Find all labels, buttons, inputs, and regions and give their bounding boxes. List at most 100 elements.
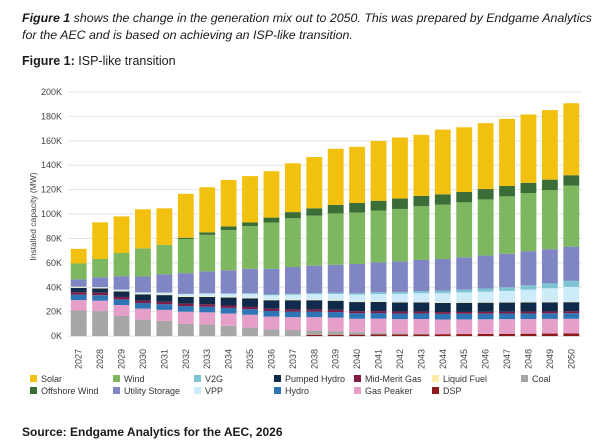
bar-liquid-fuel-2037 xyxy=(284,299,301,301)
bar-pumped-hydro-2050 xyxy=(563,302,580,312)
bar-liquid-fuel-2040 xyxy=(349,301,366,303)
bar-hydro-2034 xyxy=(220,307,237,314)
bar-gas-peaker-2034 xyxy=(220,313,237,326)
bar-hydro-2048 xyxy=(520,313,537,320)
bar-liquid-fuel-2046 xyxy=(477,302,494,303)
bar-mid-merit-gas-2035 xyxy=(242,306,258,310)
bar-mid-merit-gas-2027 xyxy=(70,292,87,295)
bar-liquid-fuel-2031 xyxy=(156,294,173,296)
bar-vpp-2042 xyxy=(392,293,408,302)
bar-dsp-2038 xyxy=(306,334,323,337)
bar-offshore-wind-2047 xyxy=(499,185,515,197)
bar-solar-2031 xyxy=(156,208,173,245)
bar-wind-2048 xyxy=(520,193,537,252)
bar-liquid-fuel-2041 xyxy=(370,301,387,302)
bar-utility-storage-2040 xyxy=(349,263,366,294)
bar-vpp-2034 xyxy=(220,293,237,297)
bar-hydro-2047 xyxy=(499,313,515,320)
legend-label: Coal xyxy=(532,374,551,384)
bar-wind-2036 xyxy=(263,222,280,269)
bar-mid-merit-gas-2036 xyxy=(263,308,280,311)
bar-pumped-hydro-2031 xyxy=(156,295,173,302)
bar-offshore-wind-2036 xyxy=(263,217,280,223)
bar-solar-2028 xyxy=(92,222,109,259)
legend-label: VPP xyxy=(205,386,223,396)
bar-vpp-2027 xyxy=(70,286,87,288)
bar-coal-2040 xyxy=(349,332,366,335)
bar-liquid-fuel-2036 xyxy=(263,299,280,301)
figure-reference: Figure 1 xyxy=(22,11,71,25)
bar-mid-merit-gas-2048 xyxy=(520,311,537,314)
bar-solar-2047 xyxy=(499,118,515,186)
bar-dsp-2041 xyxy=(370,334,387,337)
bar-hydro-2033 xyxy=(199,306,216,313)
x-tick-label: 2030 xyxy=(138,349,148,369)
bar-pumped-hydro-2032 xyxy=(177,296,194,304)
bar-solar-2035 xyxy=(242,176,258,223)
bar-wind-2045 xyxy=(456,202,473,258)
bar-offshore-wind-2043 xyxy=(413,195,430,207)
bar-pumped-hydro-2034 xyxy=(220,297,237,306)
bar-pumped-hydro-2036 xyxy=(263,300,280,309)
bar-utility-storage-2044 xyxy=(434,258,451,291)
bar-liquid-fuel-2034 xyxy=(220,296,237,298)
y-tick-label: 160K xyxy=(41,136,62,146)
bar-liquid-fuel-2035 xyxy=(242,297,258,299)
bar-gas-peaker-2045 xyxy=(456,319,473,335)
bar-gas-peaker-2029 xyxy=(113,304,130,316)
bar-mid-merit-gas-2044 xyxy=(434,312,451,314)
bar-offshore-wind-2040 xyxy=(349,202,366,213)
bar-gas-peaker-2039 xyxy=(327,317,344,332)
bar-wind-2041 xyxy=(370,210,387,263)
bar-hydro-2046 xyxy=(477,313,494,320)
y-tick-label: 80K xyxy=(46,233,62,243)
bar-coal-2032 xyxy=(177,323,194,337)
bar-vpp-2046 xyxy=(477,291,494,303)
bar-pumped-hydro-2037 xyxy=(284,300,301,310)
legend: Solar Offshore Wind Wind Utility Storage V2G… xyxy=(30,374,551,396)
bar-hydro-2032 xyxy=(177,306,194,312)
y-tick-label: 120K xyxy=(41,185,62,195)
bar-liquid-fuel-2033 xyxy=(199,296,216,297)
legend-swatch xyxy=(194,387,201,394)
bar-mid-merit-gas-2046 xyxy=(477,311,494,314)
bar-wind-2031 xyxy=(156,244,173,275)
x-tick-label: 2036 xyxy=(266,349,276,369)
legend-swatch xyxy=(354,375,361,382)
bar-mid-merit-gas-2039 xyxy=(327,309,344,313)
figure-title: Figure 1: ISP-like transition xyxy=(22,54,176,68)
bar-v2g-2038 xyxy=(306,293,323,295)
bar-solar-2033 xyxy=(199,187,216,233)
bar-gas-peaker-2044 xyxy=(434,319,451,335)
bar-hydro-2027 xyxy=(70,294,87,301)
bar-wind-2027 xyxy=(70,263,87,280)
figure-title-label: Figure 1: xyxy=(22,54,75,68)
bar-solar-2043 xyxy=(413,134,430,196)
bar-gas-peaker-2031 xyxy=(156,309,173,321)
bar-coal-2039 xyxy=(327,331,344,335)
bar-utility-storage-2050 xyxy=(563,246,580,281)
bar-coal-2031 xyxy=(156,320,173,337)
bar-mid-merit-gas-2030 xyxy=(135,300,151,304)
bar-hydro-2044 xyxy=(434,313,451,320)
bar-offshore-wind-2037 xyxy=(284,212,301,219)
bar-pumped-hydro-2043 xyxy=(413,302,430,312)
bar-liquid-fuel-2039 xyxy=(327,300,344,301)
bar-solar-2039 xyxy=(327,148,344,205)
bar-v2g-2037 xyxy=(284,293,301,295)
bar-utility-storage-2036 xyxy=(263,268,280,295)
bar-offshore-wind-2039 xyxy=(327,204,344,214)
legend-swatch xyxy=(354,387,361,394)
bar-mid-merit-gas-2040 xyxy=(349,311,366,314)
x-tick-label: 2043 xyxy=(416,349,426,369)
x-tick-label: 2046 xyxy=(481,349,491,369)
bar-v2g-2047 xyxy=(499,287,515,291)
bar-dsp-2043 xyxy=(413,334,430,337)
bar-offshore-wind-2038 xyxy=(306,208,323,216)
bar-utility-storage-2037 xyxy=(284,267,301,294)
bar-hydro-2039 xyxy=(327,312,344,318)
bars xyxy=(70,103,580,337)
bar-hydro-2038 xyxy=(306,311,323,318)
y-tick-label: 0K xyxy=(51,331,62,341)
source-note: Source: Endgame Analytics for the AEC, 2… xyxy=(22,425,283,439)
